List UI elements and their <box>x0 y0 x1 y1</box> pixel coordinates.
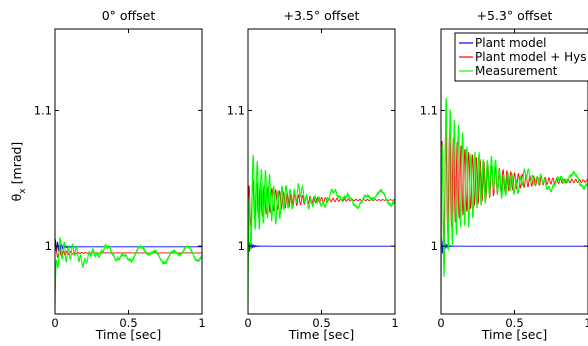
x-tick-label: 0 <box>51 316 58 330</box>
x-tick-label: 0 <box>244 316 251 330</box>
series-group <box>441 98 588 308</box>
x-axis-label: Time [sec] <box>288 327 354 342</box>
legend-label: Measurement <box>475 64 558 78</box>
panel-1: 0 0.5 1 1 1.1 0° offset Time [sec] θx [mrad] <box>9 8 206 342</box>
x-axis-label: Time [sec] <box>481 327 547 342</box>
series-line-measurement <box>248 154 395 308</box>
series-group <box>55 237 202 308</box>
x-tick-label: 0.5 <box>119 316 137 330</box>
y-tick-label: 1 <box>45 239 52 253</box>
y-tick-label: 1.1 <box>420 103 438 117</box>
series-line-plant-model <box>441 235 588 254</box>
x-tick-label: 0.5 <box>312 316 330 330</box>
x-tick-label: 1 <box>584 316 588 330</box>
legend-label: Plant model <box>475 36 546 50</box>
y-tick-label: 1.1 <box>34 103 52 117</box>
y-tick-label: 1 <box>238 239 245 253</box>
y-tick-label: 1.1 <box>227 103 245 117</box>
series-line-measurement <box>441 98 588 308</box>
x-tick-label: 1 <box>391 316 398 330</box>
panel-2: 0 0.5 1 1 1.1 +3.5° offset Time [sec] <box>227 8 399 342</box>
plot-area <box>248 29 395 314</box>
y-axis-label: θx [mrad] <box>9 142 28 202</box>
x-axis-label: Time [sec] <box>95 327 161 342</box>
x-tick-label: 0 <box>437 316 444 330</box>
panel-title: +5.3° offset <box>477 8 553 23</box>
legend-label: Plant model + Hys <box>475 50 586 64</box>
series-line-plant-model <box>55 238 202 253</box>
legend-box <box>454 32 588 82</box>
panel-title: +3.5° offset <box>284 8 360 23</box>
plot-area <box>55 29 202 314</box>
series-line-plant-model <box>248 238 395 253</box>
series-group <box>248 154 395 308</box>
series-line-measurement <box>55 237 202 308</box>
x-tick-label: 1 <box>198 316 205 330</box>
y-tick-label: 1 <box>431 239 438 253</box>
panel-title: 0° offset <box>102 8 156 23</box>
x-tick-label: 0.5 <box>505 316 523 330</box>
